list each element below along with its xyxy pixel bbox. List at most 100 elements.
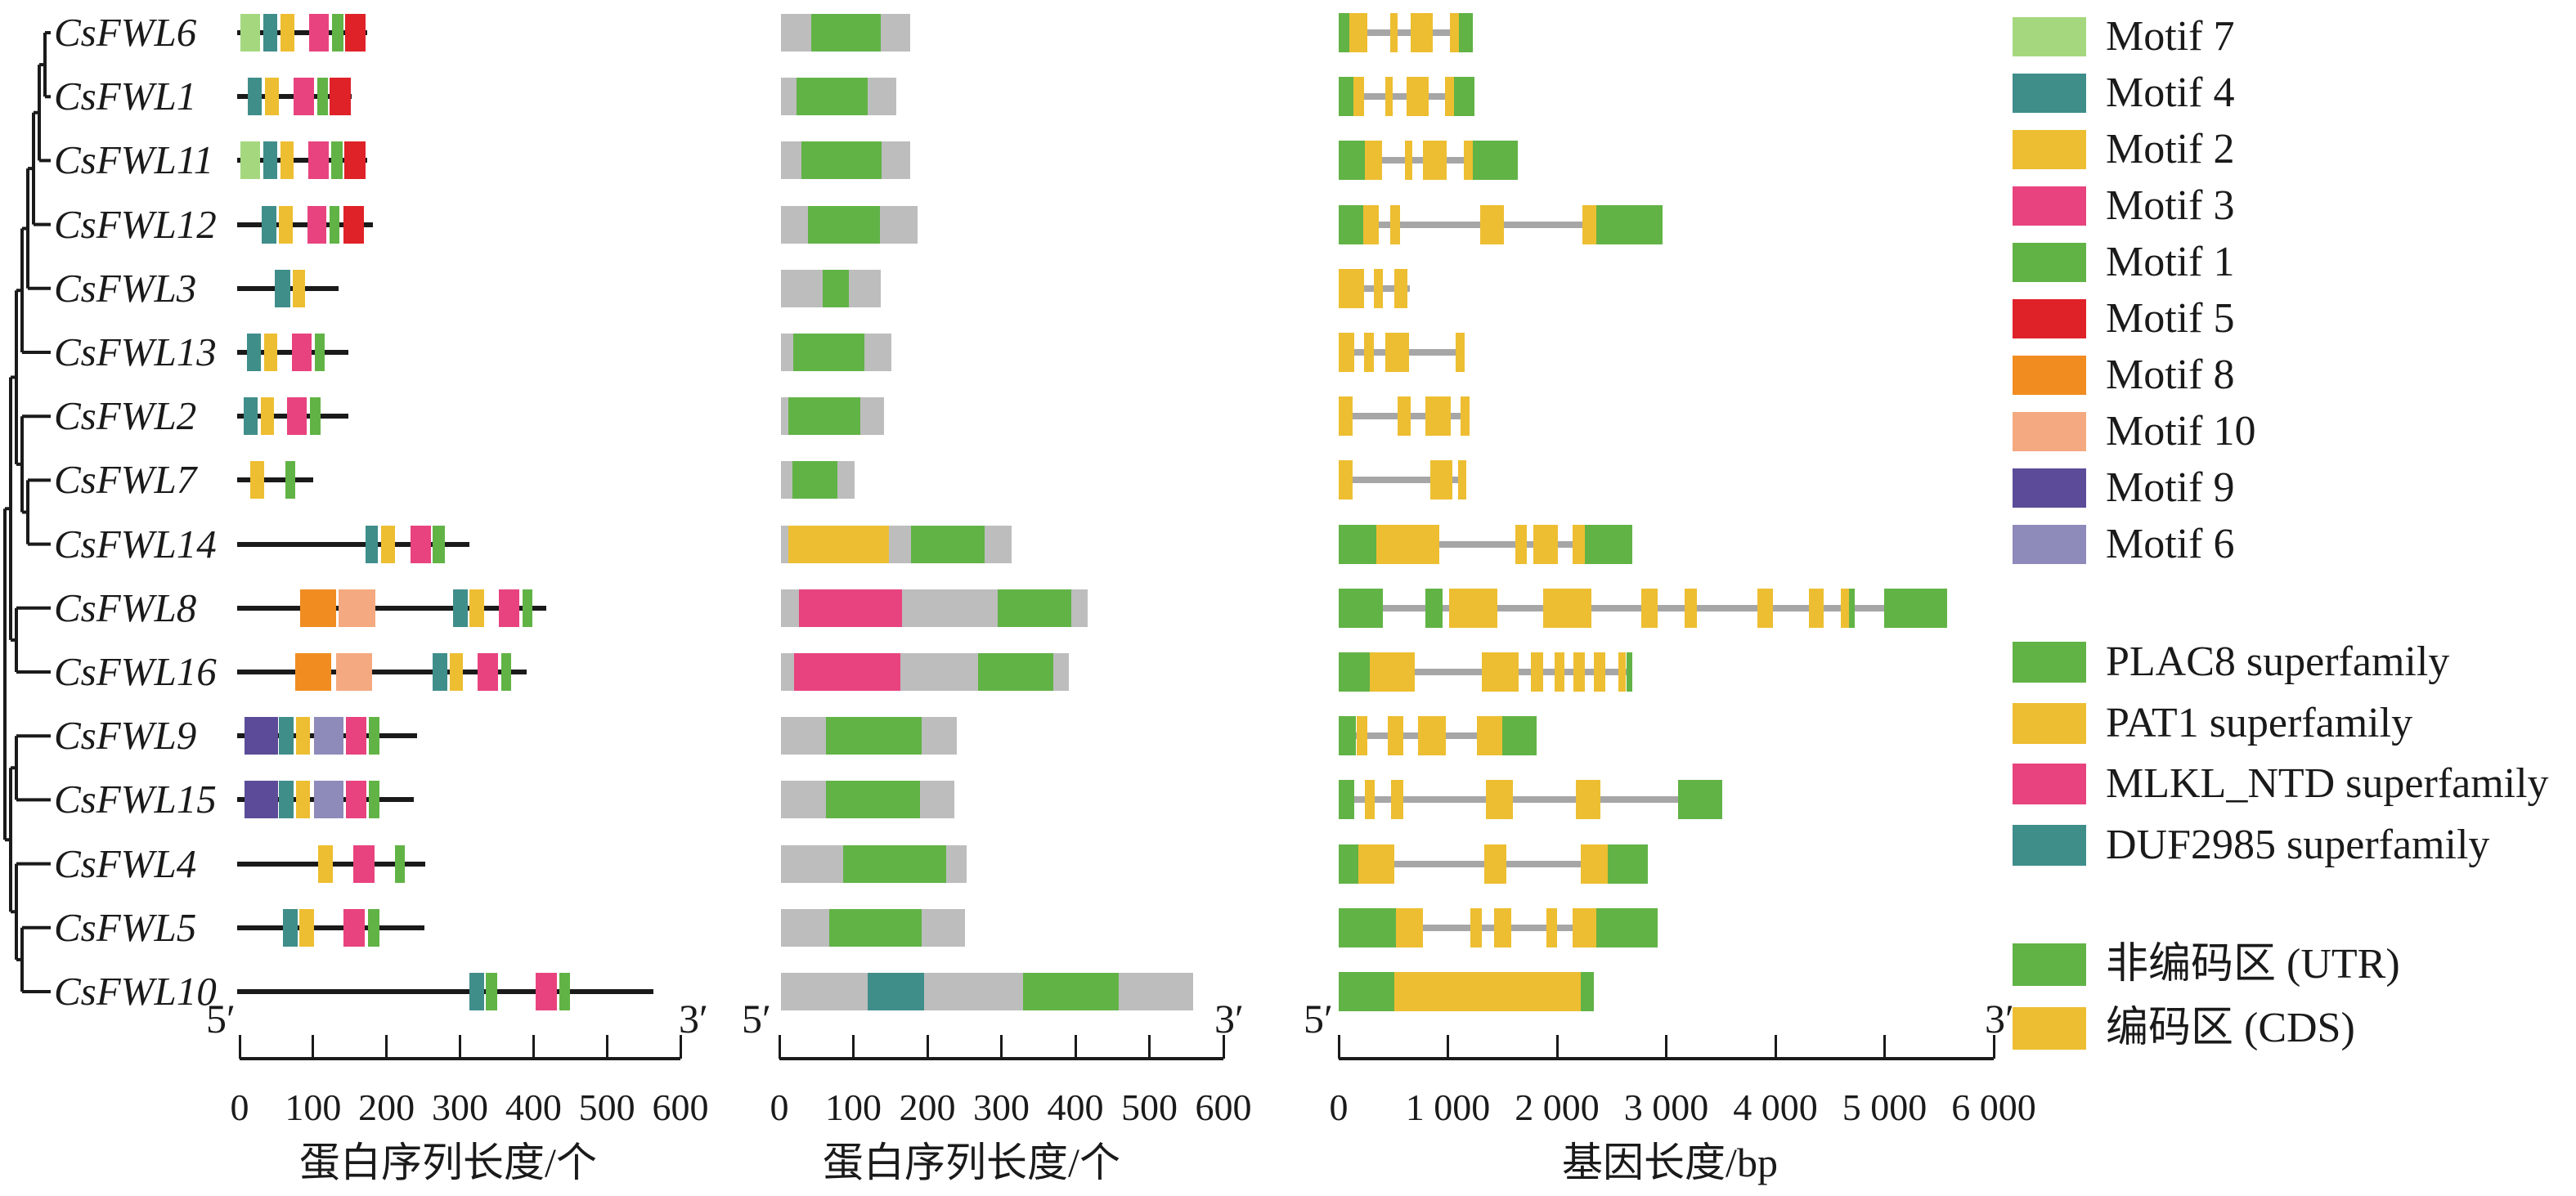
domain-ruler-tick-1 (852, 1035, 855, 1059)
domain-seg-CsFWL12-PLAC8 (808, 205, 881, 244)
gene-exon-CsFWL5-cds (1494, 907, 1512, 947)
gene-exon-CsFWL9-cds (1357, 716, 1368, 756)
gene-tick-label-0: 0 (1329, 1086, 1349, 1128)
motif-ruler-tick-6 (679, 1035, 682, 1059)
gene-exon-CsFWL16-cds (1618, 652, 1627, 692)
gene-exon-CsFWL15-utr (1677, 780, 1722, 820)
domain-tick-label-1: 100 (825, 1086, 882, 1128)
motif-tick-label-6: 600 (652, 1086, 709, 1128)
legend-motif-3-swatch (2013, 186, 2086, 226)
gene-tick-label-2: 2 000 (1515, 1086, 1600, 1128)
legend-motif-4-swatch (2013, 74, 2086, 113)
gene-exon-CsFWL8-cds (1840, 588, 1849, 628)
motif-box-CsFWL12-m3 (307, 205, 326, 244)
motif-box-CsFWL2-m4 (244, 397, 258, 436)
motif-box-CsFWL1-m3 (294, 78, 315, 116)
gene-ruler-tick-0 (1337, 1035, 1340, 1059)
gene-exon-CsFWL5-utr (1596, 907, 1658, 947)
gene-exon-CsFWL2-cds (1339, 396, 1353, 437)
domain-seg-CsFWL14-PLAC8 (911, 525, 985, 563)
gene-exon-CsFWL2-cds (1461, 396, 1470, 437)
motif-box-CsFWL6-m2 (280, 14, 295, 52)
motif-ruler-tick-0 (238, 1035, 241, 1059)
gene-tick-label-6: 6 000 (1951, 1086, 2036, 1128)
protein-backbone-CsFWL10 (237, 989, 653, 994)
gene-exon-CsFWL3-cds (1339, 268, 1365, 308)
legend-domain-PAT1-swatch (2013, 702, 2086, 744)
motif-box-CsFWL16-m4 (432, 653, 447, 691)
legend-domain-DUF-swatch (2013, 824, 2086, 866)
motif-ruler-tick-1 (312, 1035, 315, 1059)
protein-backbone-CsFWL7 (237, 477, 313, 483)
gene-exon-CsFWL15-cds (1391, 780, 1404, 820)
motif-box-CsFWL16-m10 (335, 653, 372, 691)
gene-exon-CsFWL13-cds (1364, 333, 1374, 372)
legend-domain-MLKL-swatch (2013, 764, 2086, 804)
gene-exon-CsFWL16-utr (1339, 652, 1371, 692)
domain-seg-CsFWL9-PLAC8 (825, 717, 922, 755)
gene-exon-CsFWL6-utr (1339, 13, 1350, 52)
motif-box-CsFWL8-m4 (452, 589, 468, 627)
intron-line-CsFWL15 (1339, 796, 1722, 804)
motif-box-CsFWL10-m1 (559, 973, 570, 1010)
motif-box-CsFWL14-m4 (365, 525, 378, 563)
motif-box-CsFWL15-m6 (313, 781, 343, 819)
gene-exon-CsFWL12-utr (1339, 204, 1364, 244)
legend-motif-9-swatch (2013, 468, 2086, 508)
domain-tick-label-6: 600 (1195, 1086, 1252, 1128)
domain-seg-CsFWL8-PLAC8 (997, 589, 1072, 627)
motif-box-CsFWL13-m4 (246, 334, 261, 371)
gene-exon-CsFWL5-cds (1573, 907, 1597, 947)
legend-gene-cds-swatch (2013, 1007, 2086, 1050)
gene-exon-CsFWL6-cds (1390, 13, 1398, 52)
gene-ruler-line (1339, 1057, 1994, 1060)
motif-box-CsFWL15-m2 (296, 781, 311, 819)
gene-label-CsFWL12: CsFWL12 (54, 201, 217, 247)
gene-exon-CsFWL8-cds (1808, 588, 1824, 628)
domain-seg-CsFWL10-DUF (868, 973, 924, 1010)
gene-axis-title: 基因长度/bp (1562, 1140, 1778, 1185)
legend-gene-utr-swatch (2013, 943, 2086, 986)
gene-exon-CsFWL4-cds (1358, 844, 1395, 884)
gene-exon-CsFWL16-cds (1573, 652, 1586, 692)
motif-box-CsFWL14-m3 (410, 525, 431, 563)
domain-seg-CsFWL15-PLAC8 (825, 781, 921, 819)
motif-box-CsFWL11-m4 (263, 141, 278, 180)
gene-exon-CsFWL1-cds (1445, 77, 1455, 117)
gene-exon-CsFWL8-cds (1641, 588, 1658, 628)
gene-exon-CsFWL11-cds (1464, 141, 1474, 181)
gene-label-CsFWL8: CsFWL8 (54, 585, 197, 630)
legend-motif-2-label: Motif 2 (2106, 126, 2235, 172)
legend-domain-DUF-label: DUF2985 superfamily (2106, 821, 2490, 868)
gene-exon-CsFWL1-utr (1454, 77, 1475, 117)
motif-tick-label-4: 400 (505, 1086, 562, 1128)
gene-exon-CsFWL11-cds (1365, 141, 1383, 181)
motif-axis-title: 蛋白序列长度/个 (299, 1140, 597, 1185)
protein-backbone-CsFWL8 (237, 605, 546, 611)
gene-exon-CsFWL3-cds (1373, 268, 1384, 308)
gene-exon-CsFWL4-cds (1484, 844, 1507, 884)
motif-box-CsFWL10-m1 (486, 973, 497, 1010)
domain-tick-label-5: 500 (1121, 1086, 1178, 1128)
motif-box-CsFWL1-m2 (265, 78, 280, 116)
gene-exon-CsFWL8-utr (1425, 588, 1443, 628)
gene-exon-CsFWL2-cds (1425, 396, 1452, 437)
legend-motif-9-label: Motif 9 (2106, 464, 2235, 511)
motif-five-prime: 5′ (206, 996, 236, 1041)
domain-seg-CsFWL11-PLAC8 (801, 141, 882, 180)
gene-exon-CsFWL3-cds (1394, 268, 1408, 308)
domain-tick-label-3: 300 (973, 1086, 1030, 1128)
motif-box-CsFWL8-m10 (339, 589, 376, 627)
gene-exon-CsFWL4-utr (1339, 844, 1359, 884)
gene-exon-CsFWL2-cds (1398, 396, 1411, 437)
legend-motif-3-label: Motif 3 (2106, 182, 2235, 229)
motif-box-CsFWL8-m1 (523, 589, 532, 627)
protein-backbone-CsFWL11 (237, 158, 368, 163)
gene-label-CsFWL3: CsFWL3 (54, 265, 197, 311)
motif-box-CsFWL9-m3 (346, 717, 367, 755)
motif-box-CsFWL5-m3 (343, 908, 365, 947)
motif-box-CsFWL3-m2 (292, 269, 305, 307)
gene-exon-CsFWL12-cds (1480, 204, 1505, 244)
